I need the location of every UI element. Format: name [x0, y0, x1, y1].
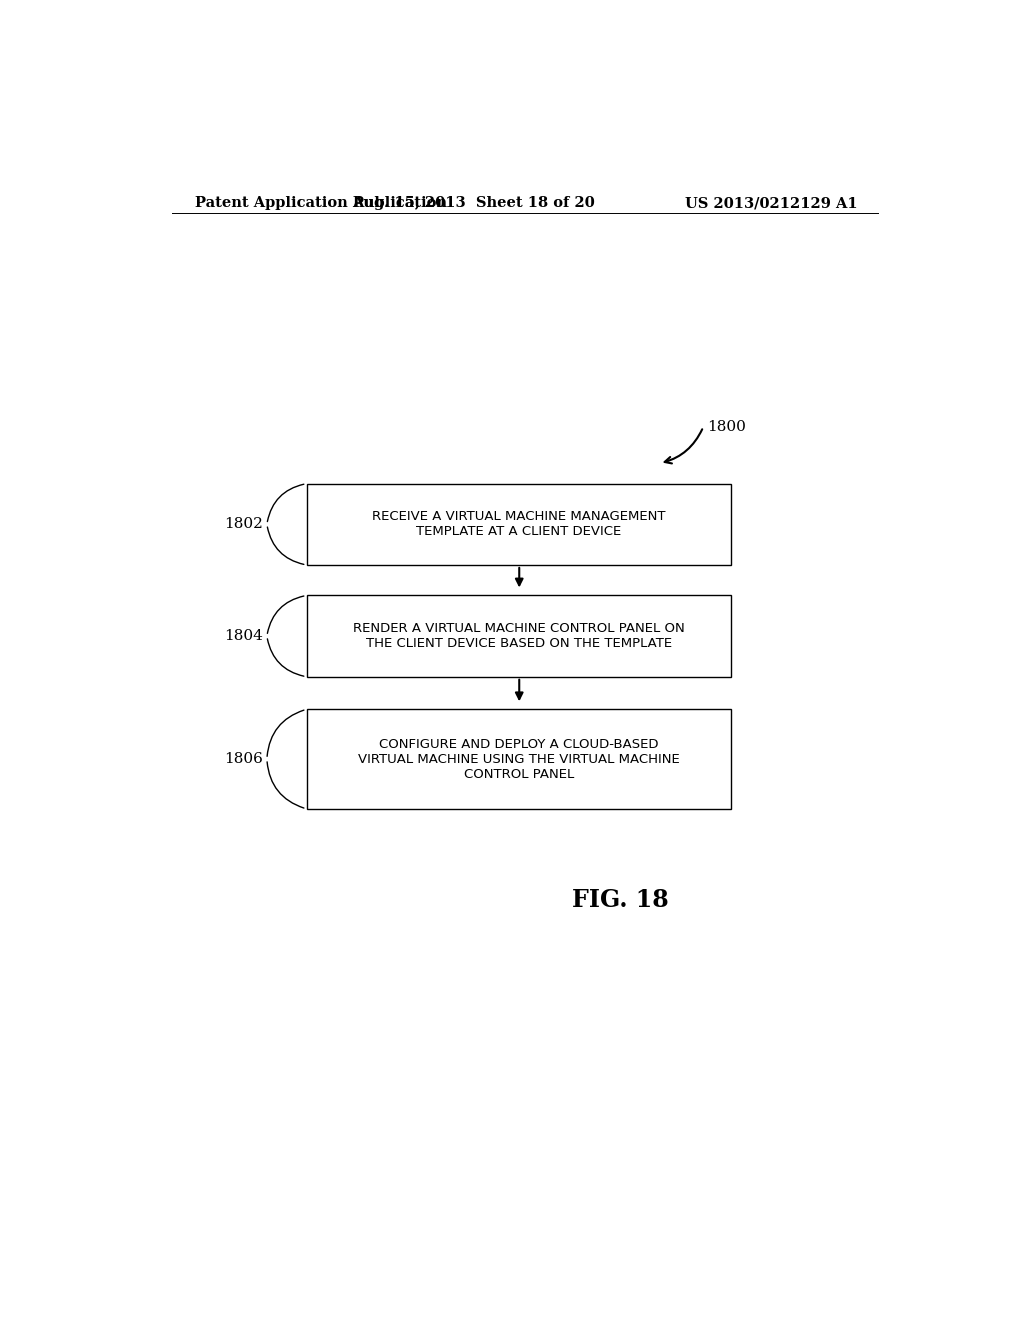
Text: US 2013/0212129 A1: US 2013/0212129 A1: [685, 195, 858, 210]
Text: RENDER A VIRTUAL MACHINE CONTROL PANEL ON
THE CLIENT DEVICE BASED ON THE TEMPLAT: RENDER A VIRTUAL MACHINE CONTROL PANEL O…: [353, 622, 685, 651]
Text: 1800: 1800: [708, 420, 746, 434]
Text: Patent Application Publication: Patent Application Publication: [196, 195, 447, 210]
Text: 1802: 1802: [224, 517, 263, 532]
Text: CONFIGURE AND DEPLOY A CLOUD-BASED
VIRTUAL MACHINE USING THE VIRTUAL MACHINE
CON: CONFIGURE AND DEPLOY A CLOUD-BASED VIRTU…: [358, 738, 680, 780]
Text: 1804: 1804: [224, 630, 263, 643]
Text: 1806: 1806: [224, 752, 263, 766]
Bar: [306, 709, 731, 809]
Text: FIG. 18: FIG. 18: [571, 888, 669, 912]
Bar: [306, 595, 731, 677]
Text: Aug. 15, 2013  Sheet 18 of 20: Aug. 15, 2013 Sheet 18 of 20: [352, 195, 595, 210]
Text: RECEIVE A VIRTUAL MACHINE MANAGEMENT
TEMPLATE AT A CLIENT DEVICE: RECEIVE A VIRTUAL MACHINE MANAGEMENT TEM…: [372, 511, 666, 539]
Bar: [306, 483, 731, 565]
